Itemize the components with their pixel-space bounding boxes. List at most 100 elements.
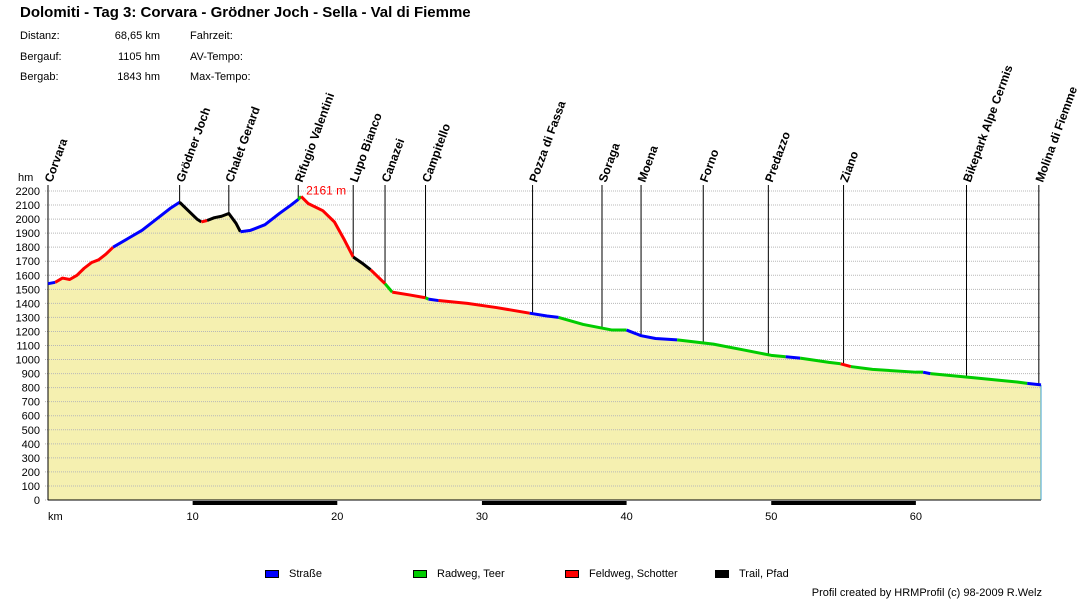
waypoint-label: Bikepark Alpe Cermis bbox=[960, 63, 1016, 184]
stat-value: 1843 hm bbox=[117, 71, 160, 83]
y-tick-label: 1200 bbox=[16, 326, 40, 338]
profile-segment bbox=[383, 282, 394, 294]
y-tick-label: 1800 bbox=[16, 242, 40, 254]
profile-segment bbox=[1027, 381, 1042, 387]
profile-segment bbox=[392, 290, 426, 300]
stat-max-speed-label: Max-Tempo: bbox=[190, 71, 251, 83]
x-scale-bar bbox=[192, 501, 338, 505]
chart-title: Dolomiti - Tag 3: Corvara - Grödner Joch… bbox=[20, 4, 471, 21]
legend-label: Radweg, Teer bbox=[437, 568, 505, 580]
y-tick-label: 2100 bbox=[16, 200, 40, 212]
stat-value: 1105 hm bbox=[118, 51, 160, 63]
profile-area bbox=[48, 196, 1041, 500]
profile-segment bbox=[300, 195, 355, 258]
y-tick-label: 1900 bbox=[16, 228, 40, 240]
y-tick-label: 2200 bbox=[16, 186, 40, 198]
profile-segment bbox=[54, 246, 115, 284]
profile-segment bbox=[438, 299, 530, 315]
y-tick-label: 1400 bbox=[16, 298, 40, 310]
legend-item-gravel: Feldweg, Schotter bbox=[565, 568, 678, 580]
legend: Straße Radweg, Teer Feldweg, Schotter Tr… bbox=[0, 568, 1090, 584]
y-tick-label: 2000 bbox=[16, 214, 40, 226]
y-tick-label: 900 bbox=[22, 369, 40, 381]
y-tick-label: 1000 bbox=[16, 355, 40, 367]
legend-label: Straße bbox=[289, 568, 323, 580]
stat-value: 68,65 km bbox=[114, 30, 160, 42]
y-tick-label: 100 bbox=[22, 481, 40, 493]
y-tick-label: 400 bbox=[22, 439, 40, 451]
waypoint-label: Moena bbox=[635, 143, 661, 184]
profile-segment bbox=[112, 200, 181, 249]
stat-avg-speed-label: AV-Tempo: bbox=[190, 51, 243, 63]
waypoint-label: Pozza di Fassa bbox=[526, 99, 568, 184]
legend-swatch-gravel bbox=[565, 570, 579, 579]
x-tick-label: 10 bbox=[187, 511, 199, 523]
waypoint-label: Canazei bbox=[379, 137, 408, 184]
profile-segment bbox=[930, 372, 1028, 385]
profile-segment bbox=[240, 198, 300, 234]
profile-segment bbox=[428, 297, 439, 303]
waypoint-label: Forno bbox=[697, 147, 722, 184]
x-axis-label: km bbox=[48, 511, 63, 523]
x-scale-bar bbox=[771, 501, 916, 505]
profile-segment bbox=[352, 255, 372, 271]
waypoint-label: Corvara bbox=[42, 136, 71, 184]
x-tick-label: 30 bbox=[476, 511, 488, 523]
waypoint-label: Chalet Gerard bbox=[222, 105, 262, 184]
profile-segment bbox=[424, 296, 430, 301]
waypoint-label: Molina di Fiemme bbox=[1032, 84, 1080, 184]
stat-label: Bergauf: bbox=[20, 51, 62, 63]
profile-segment bbox=[206, 211, 242, 233]
legend-swatch-road bbox=[265, 570, 279, 579]
x-tick-label: 50 bbox=[765, 511, 777, 523]
x-scale-bar bbox=[481, 501, 627, 505]
profile-segment bbox=[200, 219, 208, 224]
profile-segment bbox=[529, 311, 559, 319]
profile-segment bbox=[785, 355, 801, 360]
y-tick-label: 1600 bbox=[16, 270, 40, 282]
profile-segment bbox=[677, 338, 786, 359]
profile-segment bbox=[840, 362, 852, 369]
x-tick-label: 60 bbox=[910, 511, 922, 523]
y-tick-label: 1500 bbox=[16, 284, 40, 296]
profile-segment bbox=[178, 201, 203, 224]
profile-segment bbox=[47, 280, 56, 286]
credit-text: Profil created by HRMProfil (c) 98-2009 … bbox=[811, 587, 1042, 599]
profile-segment bbox=[850, 365, 924, 374]
y-tick-label: 1700 bbox=[16, 256, 40, 268]
profile-segment bbox=[626, 328, 678, 342]
legend-label: Feldweg, Schotter bbox=[589, 568, 678, 580]
y-tick-label: 1100 bbox=[16, 341, 40, 353]
y-axis-label: hm bbox=[18, 172, 33, 184]
y-tick-label: 600 bbox=[22, 411, 40, 423]
legend-item-bikepath: Radweg, Teer bbox=[413, 568, 505, 580]
profile-segment bbox=[558, 315, 627, 332]
legend-item-trail: Trail, Pfad bbox=[715, 568, 789, 580]
waypoint-label: Ziano bbox=[837, 149, 861, 184]
y-tick-label: 0 bbox=[34, 495, 40, 507]
profile-segment bbox=[369, 268, 387, 285]
waypoint-label: Lupo Bianco bbox=[347, 111, 385, 184]
stat-label: Distanz: bbox=[20, 30, 60, 42]
stat-label: Bergab: bbox=[20, 71, 59, 83]
waypoint-label: Rifugio Valentini bbox=[292, 91, 337, 184]
x-tick-label: 20 bbox=[331, 511, 343, 523]
waypoint-label: Soraga bbox=[596, 141, 623, 184]
y-tick-label: 200 bbox=[22, 467, 40, 479]
profile-segment bbox=[799, 356, 841, 366]
legend-swatch-trail bbox=[715, 570, 729, 579]
legend-swatch-bikepath bbox=[413, 570, 427, 579]
legend-label: Trail, Pfad bbox=[739, 568, 789, 580]
y-tick-label: 800 bbox=[22, 383, 40, 395]
y-tick-label: 300 bbox=[22, 453, 40, 465]
x-tick-label: 40 bbox=[620, 511, 632, 523]
max-elevation-label: 2161 m bbox=[306, 183, 346, 197]
profile-segment bbox=[922, 370, 931, 376]
stat-ride-time-label: Fahrzeit: bbox=[190, 30, 233, 42]
y-tick-label: 1300 bbox=[16, 312, 40, 324]
waypoint-label: Grödner Joch bbox=[173, 105, 213, 184]
waypoint-label: Predazzo bbox=[762, 130, 793, 184]
waypoint-label: Campitello bbox=[419, 122, 453, 184]
legend-item-road: Straße bbox=[265, 568, 322, 580]
